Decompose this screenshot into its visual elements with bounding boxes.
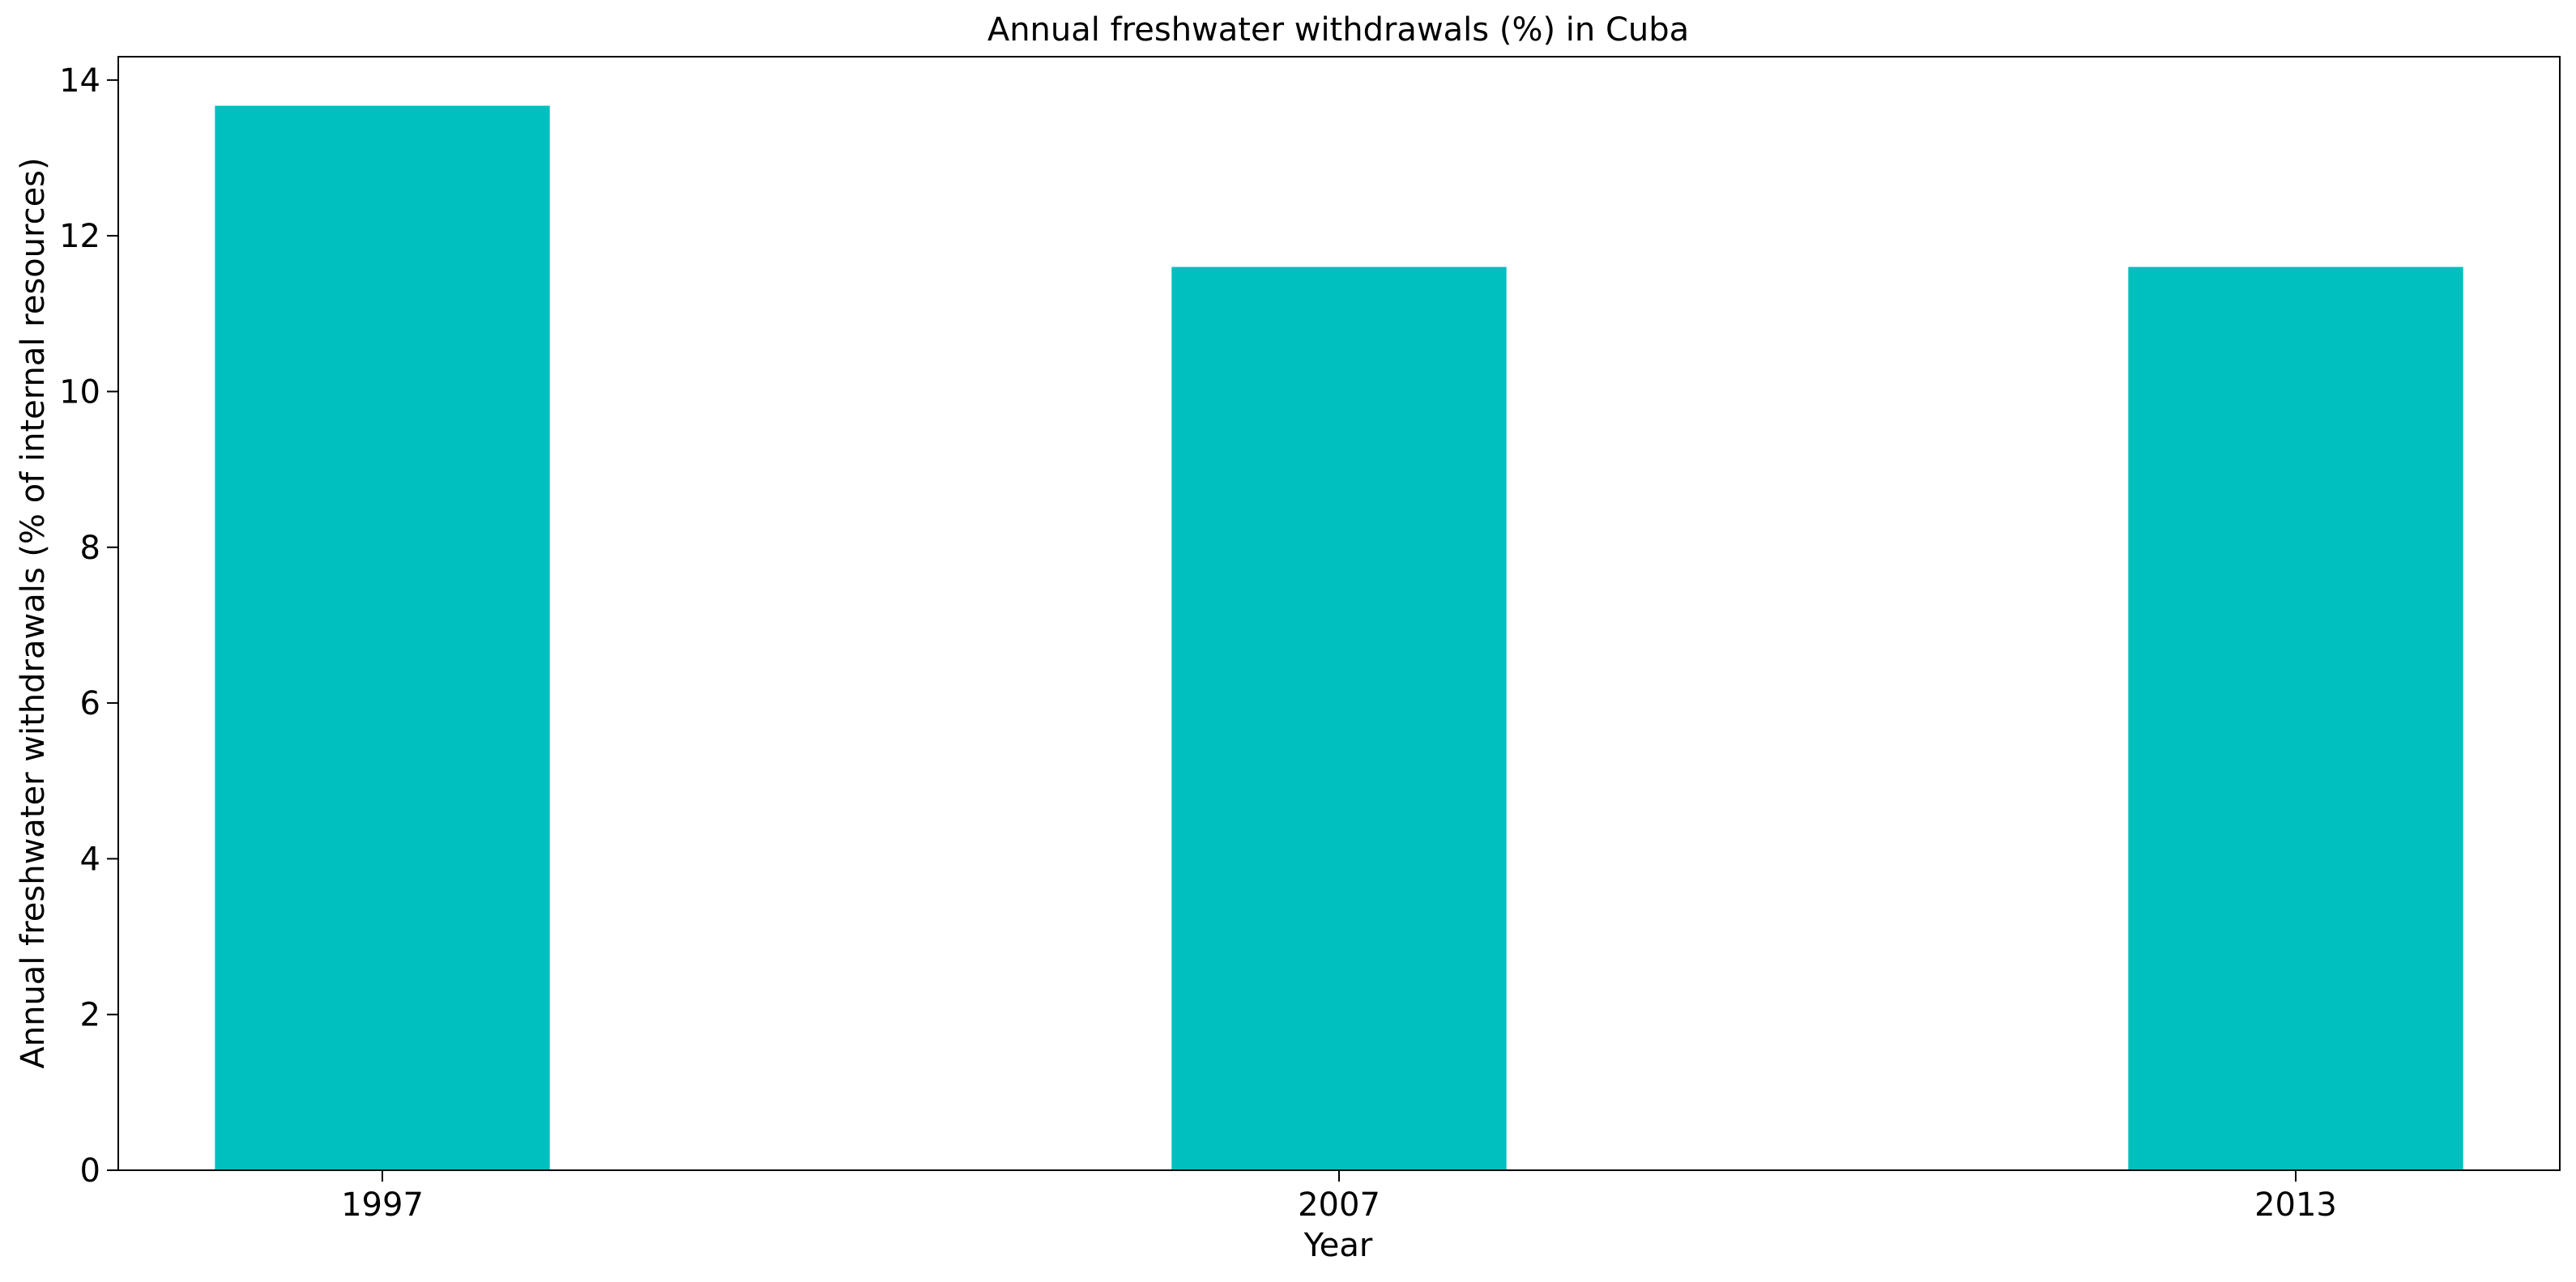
y-tick-label-6: 6	[80, 685, 100, 722]
bar-2013	[2128, 266, 2463, 1171]
x-tick-label-2013: 2013	[2254, 1186, 2337, 1224]
y-tick-label-0: 0	[80, 1152, 100, 1190]
chart-title: Annual freshwater withdrawals (%) in Cub…	[987, 11, 1689, 49]
x-tick-label-1997: 1997	[341, 1186, 424, 1224]
bars-layer	[215, 105, 2463, 1171]
x-tick-label-2007: 2007	[1298, 1186, 1380, 1224]
y-axis: 0 2 4 6 8 10 12 14	[59, 62, 118, 1190]
bar-2007	[1171, 266, 1507, 1171]
y-tick-label-4: 4	[80, 841, 100, 878]
y-tick-label-14: 14	[59, 62, 100, 100]
bar-1997	[215, 105, 550, 1171]
y-tick-label-8: 8	[80, 530, 100, 567]
y-tick-label-10: 10	[59, 373, 100, 411]
x-axis: 1997 2007 2013	[341, 1170, 2337, 1224]
x-axis-label: Year	[1303, 1227, 1373, 1264]
y-tick-label-2: 2	[80, 997, 100, 1034]
y-axis-label: Annual freshwater withdrawals (% of inte…	[15, 157, 52, 1068]
y-tick-label-12: 12	[59, 218, 100, 255]
